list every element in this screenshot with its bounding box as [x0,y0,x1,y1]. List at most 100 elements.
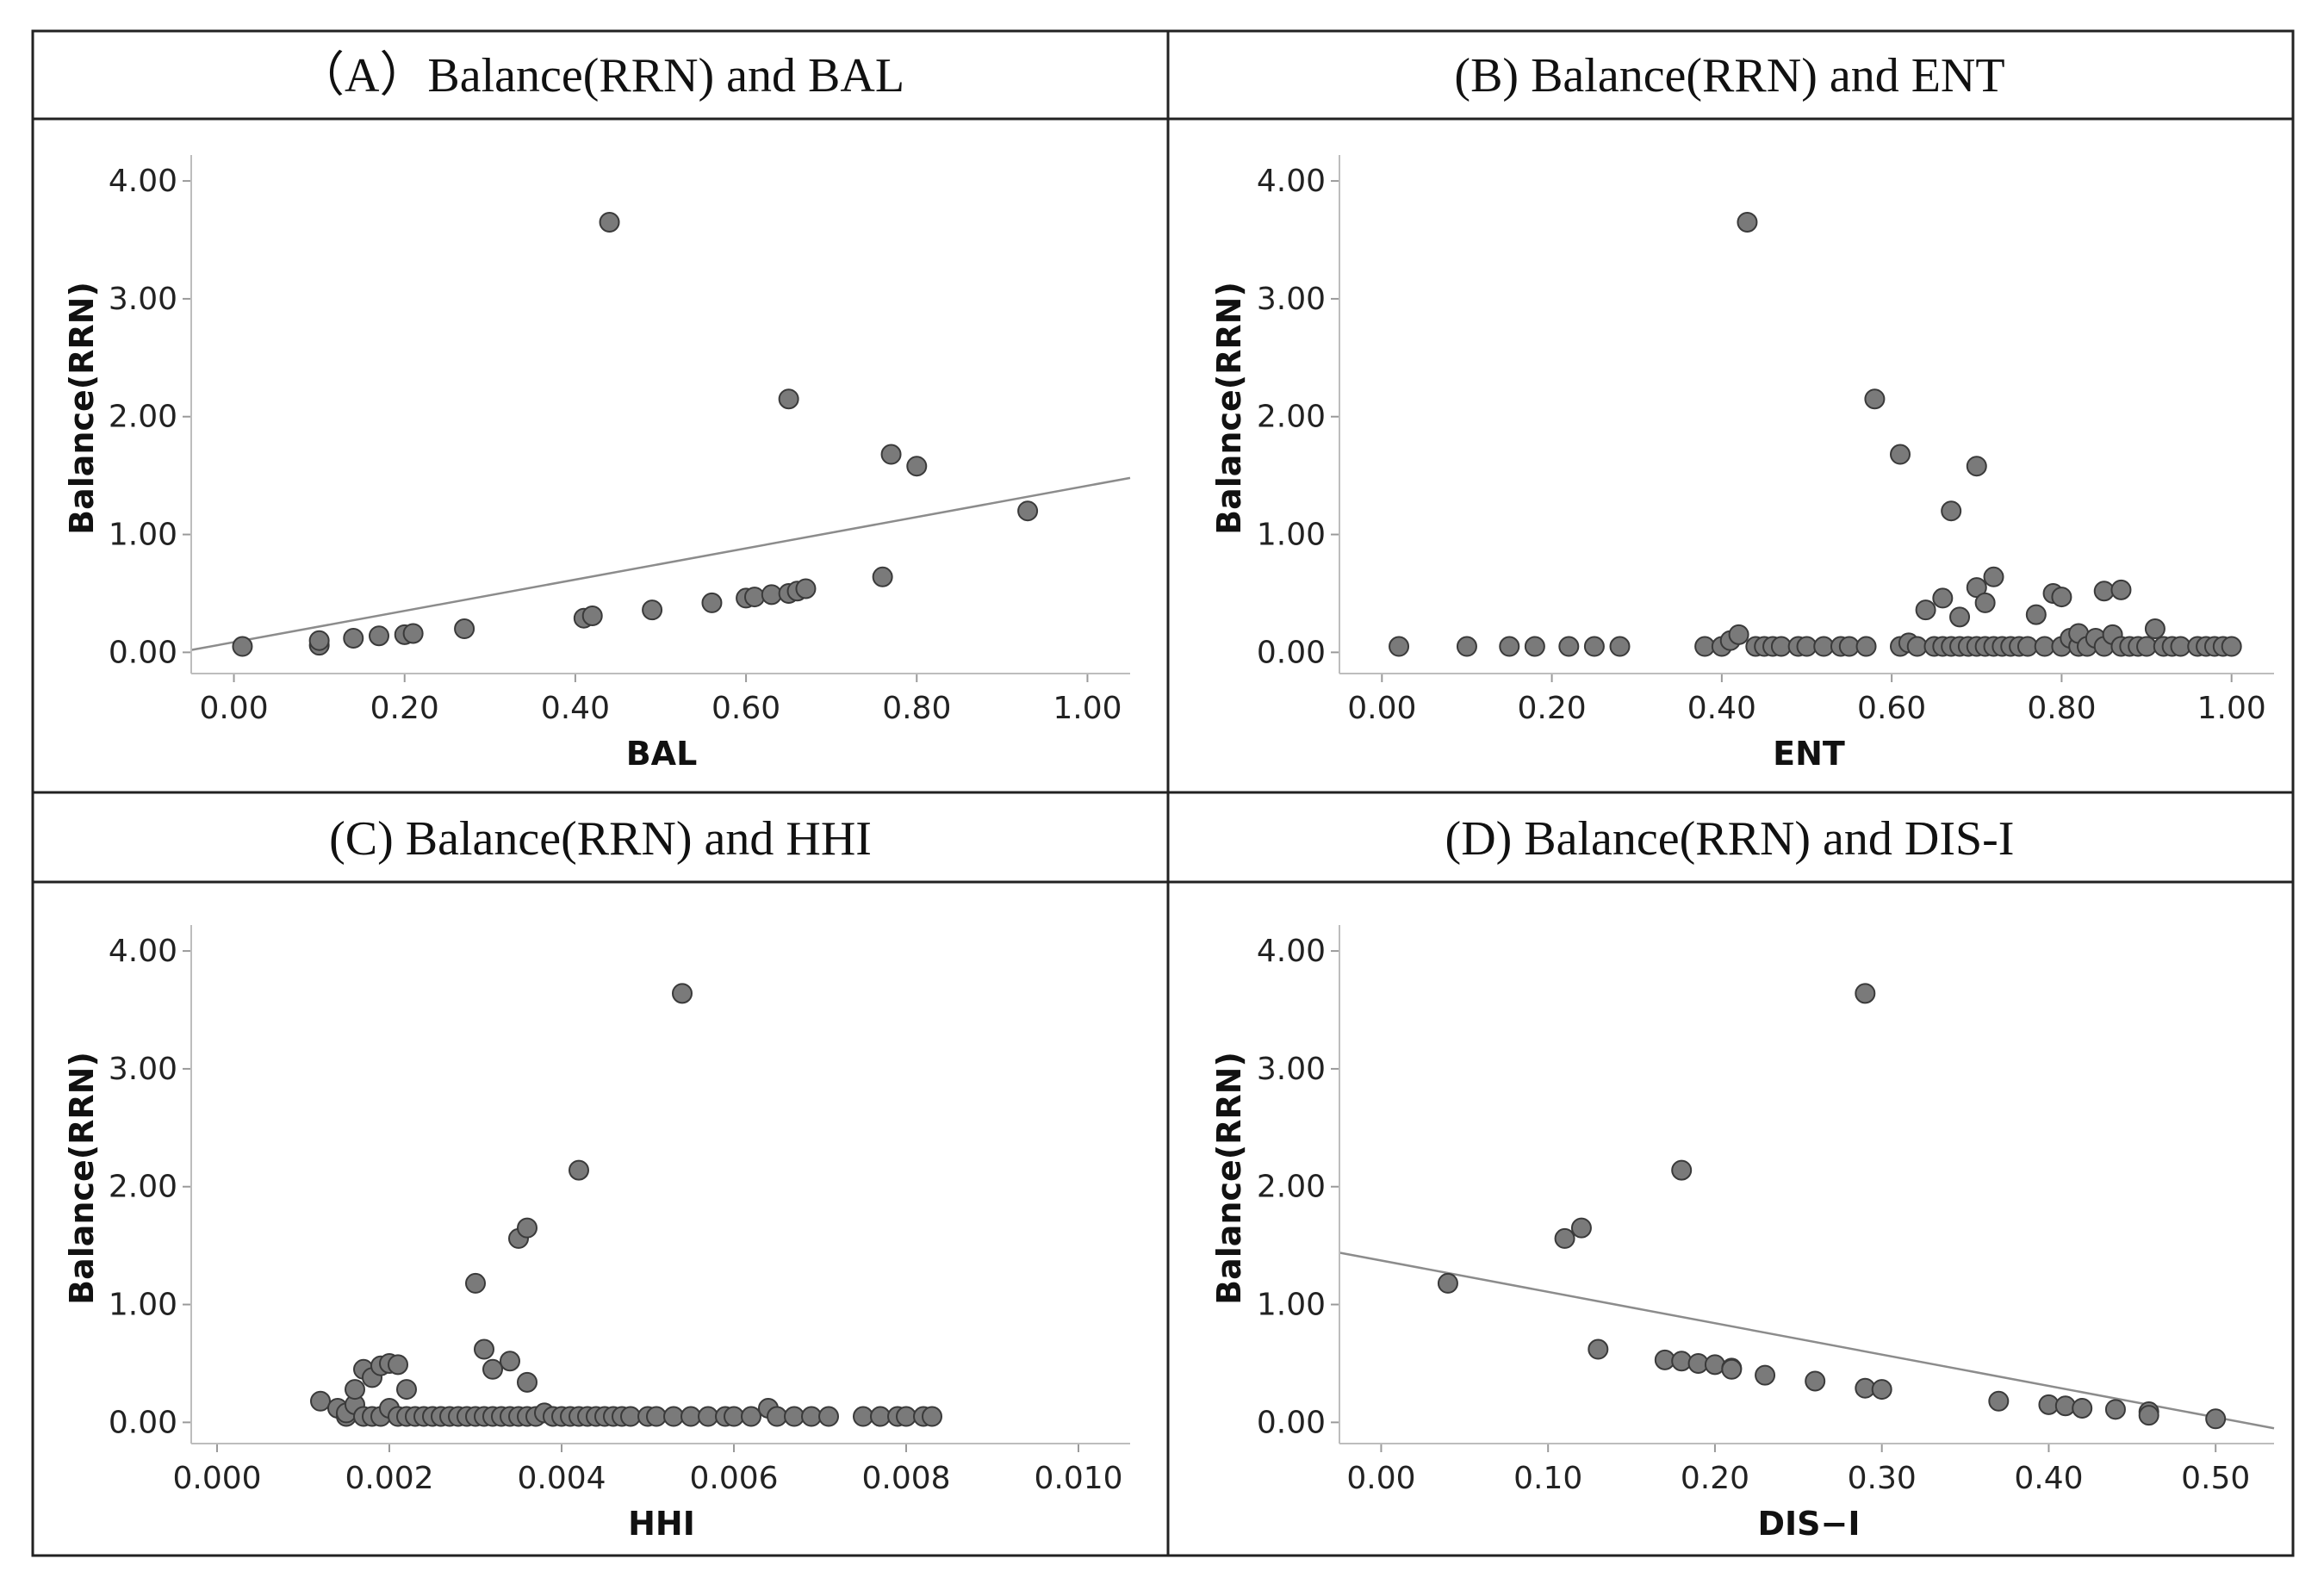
panel-c-data-point [698,1406,718,1427]
panel-a-title: （A）Balance(RRN) and BAL [296,49,904,102]
panel-b-x-tick-label: 0.60 [1857,691,1926,726]
panel-a-data-point [880,444,902,465]
panel-d-data-point [1855,983,1876,1004]
panel-c-data-point [767,1406,787,1427]
panel-b-y-tick-label: 3.00 [1257,282,1326,317]
panel-d-y-label: Balance(RRN) [1210,1052,1248,1305]
panel-a-x-tick-label: 0.80 [882,691,951,726]
panel-d: (D) Balance(RRN) and DIS-I 0.00 1.00 2.00 3… [1210,812,2275,1543]
panel-c-data-point [784,1406,805,1427]
panel-b-data-point [2110,579,2132,600]
panel-a-fit-line [190,476,1131,651]
panel-b-data-point [1499,636,1520,657]
panel-b-data-point [1728,624,1749,645]
panel-d-data-point [1805,1370,1826,1392]
panel-b-title: (B) Balance(RRN) and ENT [1454,49,2004,102]
panel-c-y-tick-label: 2.00 [109,1170,177,1205]
panel-d-data-point [1437,1272,1458,1294]
panel-a: （A）Balance(RRN) and BAL 0.00 1.00 2.00 3.00… [63,49,1131,773]
panel-c-data-point [345,1379,365,1401]
panel-a-y-tick-label: 1.00 [109,518,177,553]
panel-b-data-point [2170,636,2191,657]
panel-b-data-point [2016,636,2038,657]
panel-b-data-point [1941,500,1962,522]
panel-d-data-point [1588,1338,1609,1360]
panel-d-x-tick-label: 0.30 [1848,1461,1917,1496]
panel-c-y-tick-label: 0.00 [109,1405,177,1440]
panel-c-y-ticks: 0.00 1.00 2.00 3.00 4.00 [109,934,191,1440]
panel-c-x-tick-label: 0.000 [172,1461,261,1496]
panel-a-y-tick-label: 0.00 [109,635,177,670]
panel-c-title: (C) Balance(RRN) and HHI [329,812,872,866]
panel-d-x-tick-label: 0.50 [2181,1461,2250,1496]
panel-c-x-tick-label: 0.006 [689,1461,778,1496]
panel-c-data-point [724,1406,744,1427]
panel-c-points [310,983,942,1427]
panel-c: (C) Balance(RRN) and HHI 0.00 1.00 2.00 3.0… [63,812,1130,1543]
panel-b-y-tick-label: 4.00 [1257,164,1326,199]
panel-b-x-tick-label: 0.20 [1518,691,1587,726]
panel-b-y-tick-label: 1.00 [1257,518,1326,553]
panel-d-y-tick-label: 1.00 [1257,1288,1326,1323]
panel-c-data-point [569,1159,589,1181]
panel-d-y-tick-label: 2.00 [1257,1170,1326,1205]
panel-c-x-tick-label: 0.002 [345,1461,433,1496]
panel-a-x-ticks: 0.00 0.20 0.40 0.60 0.80 1.00 [199,674,1122,726]
panel-a-points [232,211,1039,657]
panel-c-data-point [680,1406,701,1427]
panel-c-y-tick-label: 3.00 [109,1052,177,1087]
panel-d-y-ticks: 0.00 1.00 2.00 3.00 4.00 [1257,934,1339,1440]
panel-c-data-point [870,1406,891,1427]
panel-a-x-label: BAL [626,735,698,773]
panel-c-data-point [663,1406,684,1427]
panel-b-data-point [1770,636,1792,657]
panel-c-data-point [310,1390,331,1412]
panel-b-y-ticks: 0.00 1.00 2.00 3.00 4.00 [1257,164,1339,670]
panel-a-data-point [343,627,364,649]
panel-b-data-point [1456,636,1477,657]
panel-b-data-point [1813,636,1835,657]
panel-a-y-label: Balance(RRN) [63,282,101,535]
panel-b-data-point [1855,636,1877,657]
panel-d-title: (D) Balance(RRN) and DIS-I [1445,812,2015,866]
panel-c-data-point [818,1406,839,1427]
panel-c-y-label: Balance(RRN) [63,1052,101,1305]
panel-d-x-tick-label: 0.00 [1346,1461,1415,1496]
panel-d-x-tick-label: 0.10 [1513,1461,1582,1496]
panel-b-x-label: ENT [1773,735,1845,773]
panel-d-data-point [1871,1379,1892,1401]
panel-d-data-point [1988,1390,2010,1412]
panel-c-data-point [474,1338,494,1360]
panel-c-data-point [620,1406,641,1427]
panel-d-data-point [2104,1399,2126,1420]
panel-c-data-point [801,1406,822,1427]
panel-b-data-point [1524,636,1545,657]
panel-b-points [1389,211,2242,657]
panel-b-data-point [1737,211,1758,233]
panel-a-data-point [308,630,330,651]
panel-b-data-point [2144,618,2166,640]
panel-c-data-point [922,1406,942,1427]
panel-c-data-point [388,1354,408,1376]
panel-c-y-tick-label: 4.00 [109,934,177,969]
panel-b-x-tick-label: 0.40 [1687,691,1756,726]
panel-a-data-point [369,625,389,647]
panel-c-data-point [482,1358,503,1380]
panel-a-data-point [599,211,620,233]
panel-d-data-point [2138,1405,2159,1426]
panel-a-data-point [701,592,723,613]
panel-c-x-tick-label: 0.010 [1034,1461,1122,1496]
panel-a-y-tick-label: 4.00 [109,164,177,199]
panel-a-data-point [1017,500,1039,522]
panel-c-y-tick-label: 1.00 [109,1288,177,1323]
panel-a-data-point [454,618,475,640]
panel-c-data-point [672,983,693,1004]
panel-c-data-point [896,1406,917,1427]
panel-a-data-point [402,623,424,644]
panel-a-x-tick-label: 1.00 [1053,691,1122,726]
panel-a-data-point [778,388,799,410]
panel-d-points [1437,983,2227,1430]
panel-a-data-point [744,587,765,608]
panel-b-x-tick-label: 0.00 [1347,691,1416,726]
